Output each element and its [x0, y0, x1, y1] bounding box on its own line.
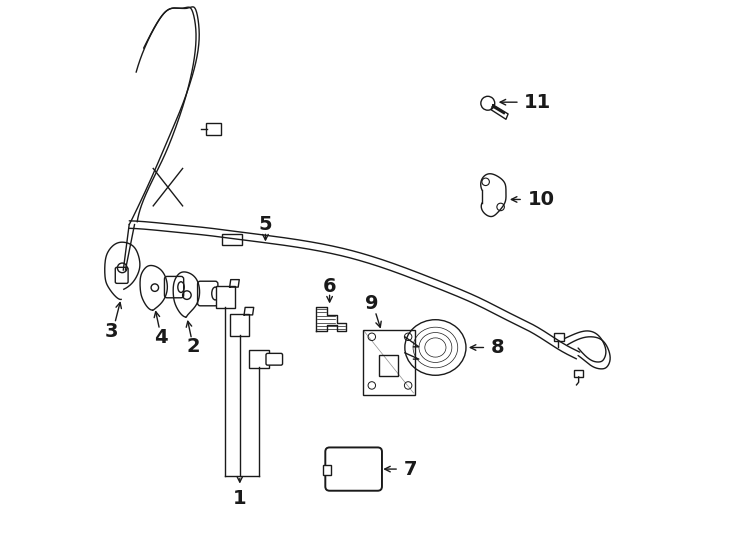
Text: 7: 7: [404, 460, 417, 478]
Text: 1: 1: [233, 489, 247, 508]
Text: 8: 8: [490, 338, 504, 357]
FancyBboxPatch shape: [379, 355, 398, 376]
FancyBboxPatch shape: [323, 464, 331, 475]
Text: 5: 5: [258, 215, 272, 234]
FancyBboxPatch shape: [164, 276, 184, 298]
Text: 4: 4: [154, 328, 167, 347]
Text: 2: 2: [186, 338, 200, 356]
FancyBboxPatch shape: [197, 281, 218, 306]
Text: 6: 6: [323, 276, 336, 295]
FancyBboxPatch shape: [216, 286, 235, 308]
FancyBboxPatch shape: [222, 234, 242, 245]
FancyBboxPatch shape: [553, 333, 564, 341]
FancyBboxPatch shape: [363, 330, 415, 395]
FancyBboxPatch shape: [574, 370, 584, 377]
FancyBboxPatch shape: [325, 448, 382, 491]
Text: 3: 3: [105, 322, 118, 341]
FancyBboxPatch shape: [115, 267, 128, 284]
FancyBboxPatch shape: [250, 350, 269, 368]
Text: 10: 10: [527, 190, 554, 209]
Text: 11: 11: [524, 93, 551, 112]
FancyBboxPatch shape: [230, 314, 250, 336]
FancyBboxPatch shape: [206, 123, 221, 135]
Text: 9: 9: [366, 294, 379, 313]
FancyBboxPatch shape: [266, 353, 283, 365]
